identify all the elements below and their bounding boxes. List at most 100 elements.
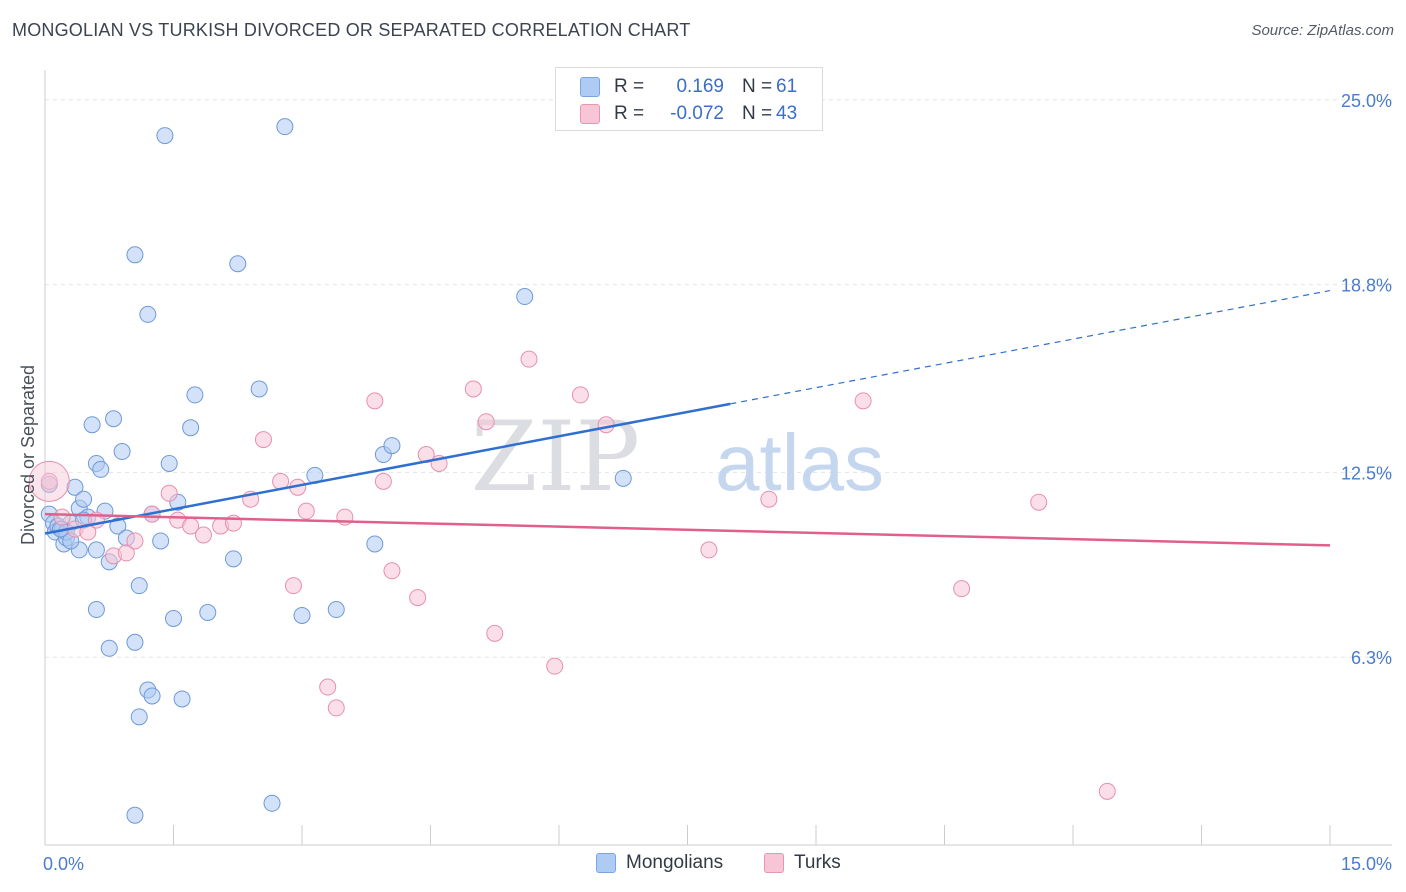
mongolian-point: [229, 255, 247, 273]
turk-point: [254, 431, 272, 449]
turk-point: [327, 699, 345, 717]
legend-n-label: N =: [742, 76, 773, 97]
y-tick-label: 25.0%: [1341, 91, 1392, 111]
tick-labels: 6.3% 12.5% 18.8% 25.0% 0.0% 15.0%: [43, 91, 1392, 874]
turk-point: [284, 577, 302, 595]
legend-row-mongolians: R = 0.169 N = 61: [580, 75, 797, 99]
turk-point: [53, 508, 71, 526]
mongolian-point: [276, 118, 294, 136]
legend-r-value: 0.169: [676, 76, 724, 97]
turk-point: [953, 580, 971, 598]
turk-point: [597, 416, 615, 434]
mongolian-point: [92, 460, 110, 478]
x-tick-label: 15.0%: [1341, 854, 1392, 874]
turk-point: [520, 350, 538, 368]
mongolian-point: [126, 246, 144, 264]
turk-point: [854, 392, 872, 410]
mongolian-point: [156, 127, 174, 145]
mongolian-point: [83, 416, 101, 434]
legend-swatch-turks: [580, 104, 600, 124]
turk-point: [297, 502, 315, 520]
mongolian-point: [126, 806, 144, 824]
source-credit: Source: ZipAtlas.com: [1251, 22, 1394, 39]
mongolian-point: [173, 690, 191, 708]
turk-point: [319, 678, 337, 696]
turk-point-large: [28, 460, 70, 502]
mongolian-point: [383, 437, 401, 455]
turk-point: [464, 380, 482, 398]
turk-point: [79, 523, 97, 541]
bottom-legend-mongolians: Mongolians: [596, 852, 723, 874]
bottom-legend-label-mongolians: Mongolians: [626, 852, 724, 873]
y-tick-label: 18.8%: [1341, 276, 1392, 296]
watermark-atlas: atlas: [715, 418, 884, 507]
mongolian-point: [113, 443, 131, 461]
mongolians-trend-extension: [730, 289, 1331, 405]
legend-swatch-mongolians: [580, 77, 600, 97]
mongolian-point: [109, 517, 127, 535]
legend-r-value: -0.072: [670, 103, 724, 124]
mongolian-point: [182, 419, 200, 437]
mongolian-point: [126, 633, 144, 651]
turk-point: [546, 657, 564, 675]
mongolian-point: [87, 601, 105, 619]
y-tick-label: 12.5%: [1341, 463, 1392, 483]
mongolian-point: [250, 380, 268, 398]
bottom-legend-label-turks: Turks: [794, 852, 841, 873]
turk-point: [409, 589, 427, 607]
mongolians-points: [40, 118, 632, 824]
x-tick-label: 0.0%: [43, 854, 84, 874]
chart-title: MONGOLIAN VS TURKISH DIVORCED OR SEPARAT…: [12, 20, 691, 40]
y-axis-label: Divorced or Separated: [18, 365, 38, 545]
mongolian-point: [143, 687, 161, 705]
mongolians-trend-line: [44, 402, 731, 535]
turk-point: [1030, 493, 1048, 511]
turk-point: [40, 472, 58, 490]
mongolian-point: [152, 532, 170, 550]
mongolian-point: [160, 454, 178, 472]
watermark-zip: ZIP: [471, 401, 640, 513]
turk-point: [486, 624, 504, 642]
mongolian-point: [186, 386, 204, 404]
turk-point: [117, 544, 135, 562]
legend-r-label: R =: [614, 76, 645, 97]
mongolian-point: [66, 478, 84, 496]
turks-trend-line: [44, 512, 1331, 547]
mongolian-point: [165, 609, 182, 627]
mongolian-point: [293, 606, 311, 624]
turk-point: [383, 562, 401, 580]
y-tick-label: 6.3%: [1351, 648, 1392, 668]
axes: [44, 70, 1392, 846]
turk-point: [126, 532, 144, 550]
turk-point: [477, 413, 495, 431]
turk-point: [160, 484, 178, 502]
mongolian-point: [614, 469, 632, 487]
turk-point: [571, 386, 589, 404]
turk-point: [700, 541, 718, 559]
mongolian-point: [105, 410, 123, 428]
bottom-legend-swatch-mongolians: [596, 853, 616, 873]
legend-r-label: R =: [614, 103, 645, 124]
turk-point: [374, 472, 392, 490]
turk-point: [194, 526, 212, 544]
mongolian-point: [366, 535, 384, 553]
bottom-legend-turks: Turks: [764, 852, 841, 874]
watermark: ZIP atlas: [471, 401, 884, 513]
legend-n-label: N =: [742, 103, 773, 124]
correlation-legend: R = 0.169 N = 61 R = -0.072 N = 43: [555, 67, 823, 131]
legend-row-turks: R = -0.072 N = 43: [580, 102, 797, 126]
trend-lines: [44, 289, 1331, 547]
gridlines: [45, 99, 1392, 658]
mongolian-point: [516, 288, 534, 306]
legend-n-value: 61: [776, 76, 798, 97]
mongolian-point: [130, 577, 148, 595]
mongolian-point: [139, 305, 157, 323]
mongolian-point: [87, 541, 105, 559]
bottom-legend-swatch-turks: [764, 853, 784, 873]
legend-n-value: 43: [776, 103, 798, 124]
mongolian-point: [100, 639, 118, 657]
mongolian-point: [199, 604, 217, 621]
mongolian-point: [130, 708, 148, 726]
mongolian-point: [263, 794, 281, 812]
